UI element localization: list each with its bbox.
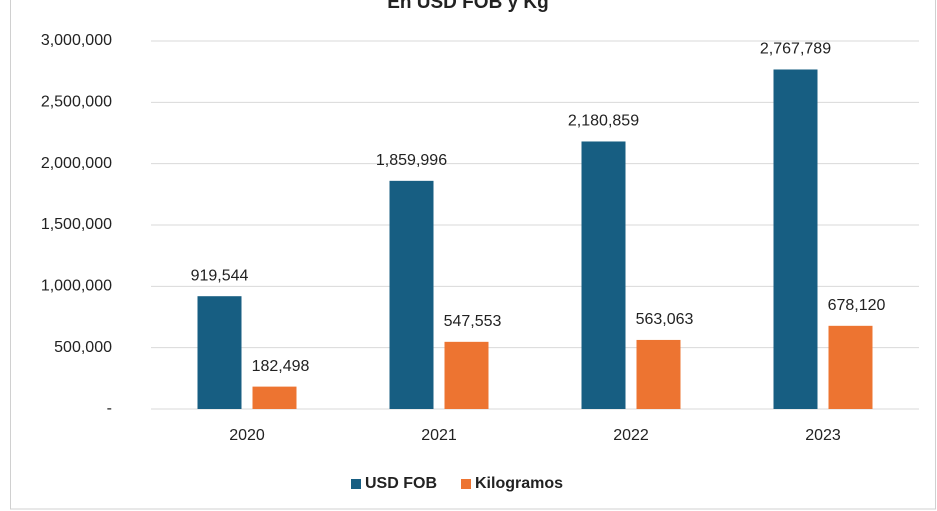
y-tick-label: 3,000,000	[41, 32, 112, 49]
bar	[197, 296, 242, 409]
x-tick-label: 2020	[229, 427, 265, 444]
data-label: 563,063	[636, 311, 694, 328]
bar	[773, 69, 818, 409]
chart-title: En USD FOB y Kg	[387, 0, 549, 13]
data-label: 182,498	[252, 358, 310, 375]
y-tick-label: 2,500,000	[41, 94, 112, 111]
data-label: 678,120	[828, 297, 886, 314]
bar	[252, 386, 297, 409]
bar	[581, 141, 626, 409]
y-tick-label: 2,000,000	[41, 155, 112, 172]
y-tick-label: 500,000	[54, 339, 112, 356]
data-label: 547,553	[444, 313, 502, 330]
x-tick-label: 2021	[421, 427, 457, 444]
data-label: 2,180,859	[568, 113, 639, 130]
y-tick-label: -	[107, 400, 112, 417]
data-label: 1,859,996	[376, 152, 447, 169]
bar	[389, 180, 434, 409]
data-label: 919,544	[191, 267, 249, 284]
y-tick-label: 1,500,000	[41, 216, 112, 233]
legend-label: Kilogramos	[475, 475, 563, 492]
y-tick-label: 1,000,000	[41, 278, 112, 295]
legend-label: USD FOB	[365, 475, 437, 492]
legend-swatch	[461, 479, 471, 489]
legend-swatch	[351, 479, 361, 489]
bar	[636, 339, 681, 409]
bar	[828, 325, 873, 409]
x-tick-label: 2022	[613, 427, 649, 444]
bar	[444, 341, 489, 409]
x-tick-label: 2023	[805, 427, 841, 444]
data-label: 2,767,789	[760, 41, 831, 58]
